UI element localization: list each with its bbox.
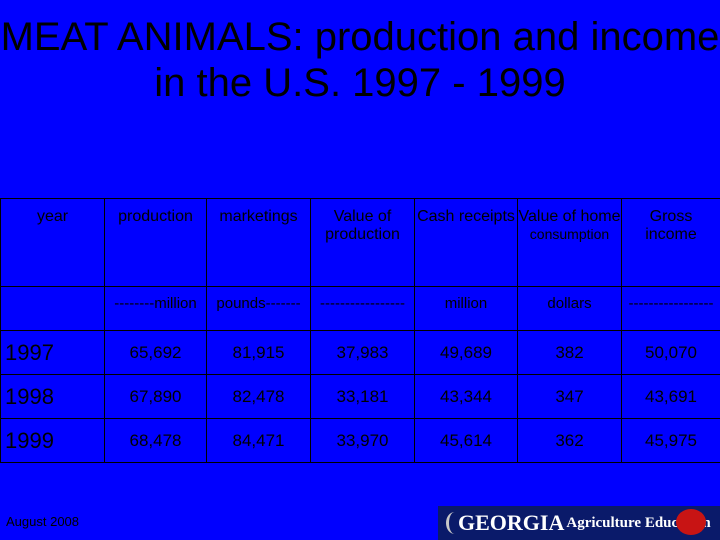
cell-value-home: 347 (517, 374, 622, 419)
swoosh-icon (446, 512, 463, 534)
footer-date: August 2008 (6, 514, 80, 529)
cell-value-of-production: 37,983 (310, 330, 415, 375)
header-cash-receipts: Cash receipts (414, 198, 518, 287)
header-row: year production marketings Value of prod… (0, 198, 720, 287)
table-row: 1999 68,478 84,471 33,970 45,614 362 45,… (0, 418, 720, 463)
cell-value-home: 362 (517, 418, 622, 463)
header-gross-income: Gross income (621, 198, 720, 287)
logo-georgia-text: GEORGIA (458, 510, 565, 535)
cell-value-home: 382 (517, 330, 622, 375)
cell-cash-receipts: 49,689 (414, 330, 518, 375)
cell-production: 65,692 (104, 330, 207, 375)
row-year: 1997 (0, 330, 105, 375)
cell-gross-income: 50,070 (621, 330, 720, 375)
header-value-home: Value of home (518, 208, 621, 225)
units-marketings: pounds------- (206, 286, 311, 331)
table-row: 1997 65,692 81,915 37,983 49,689 382 50,… (0, 330, 720, 375)
data-table: year production marketings Value of prod… (0, 198, 720, 463)
header-value-home-cell: Value of home consumption (517, 198, 622, 287)
cell-value-of-production: 33,181 (310, 374, 415, 419)
logo-ag-ed-text: Agriculture Education (566, 515, 711, 531)
cell-production: 68,478 (104, 418, 207, 463)
row-year: 1999 (0, 418, 105, 463)
units-gross-income: ----------------- (621, 286, 720, 331)
header-production: production (104, 198, 207, 287)
table-row: 1998 67,890 82,478 33,181 43,344 347 43,… (0, 374, 720, 419)
cell-cash-receipts: 43,344 (414, 374, 518, 419)
header-marketings: marketings (206, 198, 311, 287)
georgia-ag-ed-logo: GEORGIA Agriculture Education (438, 506, 720, 540)
units-production: --------million (104, 286, 207, 331)
header-value-of-production: Value of production (310, 198, 415, 287)
row-year: 1998 (0, 374, 105, 419)
cell-production: 67,890 (104, 374, 207, 419)
apple-icon (676, 509, 706, 535)
units-row: --------million pounds------- ----------… (0, 286, 720, 331)
cell-gross-income: 43,691 (621, 374, 720, 419)
header-year: year (0, 198, 105, 287)
cell-marketings: 81,915 (206, 330, 311, 375)
units-cash-receipts: million (414, 286, 518, 331)
cell-cash-receipts: 45,614 (414, 418, 518, 463)
slide-title: MEAT ANIMALS: production and income in t… (0, 15, 720, 105)
header-value-home-sub: consumption (529, 226, 610, 242)
cell-marketings: 84,471 (206, 418, 311, 463)
cell-value-of-production: 33,970 (310, 418, 415, 463)
units-value-of-production: ----------------- (310, 286, 415, 331)
units-value-home: dollars (517, 286, 622, 331)
units-year (0, 286, 105, 331)
cell-marketings: 82,478 (206, 374, 311, 419)
cell-gross-income: 45,975 (621, 418, 720, 463)
